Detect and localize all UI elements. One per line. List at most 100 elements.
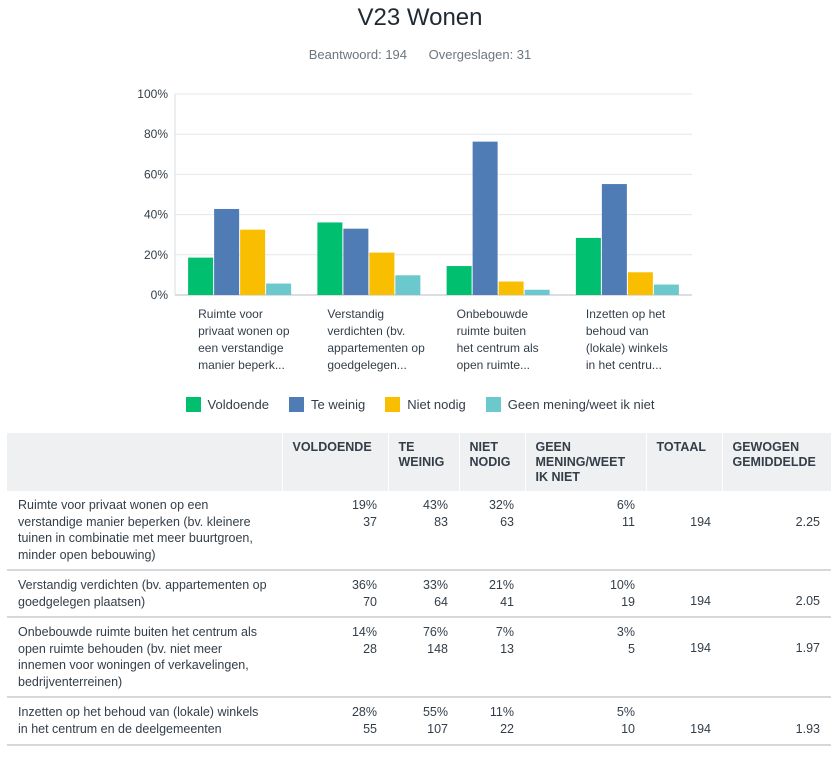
y-tick-label: 100%: [137, 87, 168, 101]
row-cell: 28% 55: [282, 697, 388, 746]
table-header-row: VOLDOENDE TE WEINIG NIET NODIG GEEN MENI…: [7, 433, 831, 491]
legend-item: Te weinig: [289, 397, 365, 412]
row-total: 194: [646, 570, 722, 618]
x-tick-label-line: (lokale) winkels: [585, 341, 668, 355]
cell-count: 64: [434, 594, 448, 609]
bar-chart: 0% 20% 40% 60% 80% 100%: [137, 87, 692, 302]
legend-label: Geen mening/weet ik niet: [507, 397, 655, 412]
cell-count: 107: [427, 721, 448, 736]
cell-count: 148: [427, 641, 448, 656]
cell-count: 70: [363, 594, 377, 609]
cell-count: 83: [434, 514, 448, 529]
row-weighted-average: 2.05: [722, 570, 831, 618]
bar-1-2: [317, 222, 343, 295]
row-total: 194: [646, 617, 722, 698]
cell-count: 19: [621, 594, 635, 609]
bar-4-3: [524, 289, 550, 295]
y-tick-label: 0%: [151, 288, 169, 302]
x-tick-label-line: in het centru...: [585, 358, 662, 372]
header-question: [7, 433, 283, 491]
skipped-count: Overgeslagen: 31: [428, 47, 532, 62]
bar-2-2: [343, 228, 369, 295]
y-tick-label: 20%: [144, 248, 168, 262]
cell-percent: 19%: [351, 498, 377, 512]
chart-legend: Voldoende Te weinig Niet nodig Geen mening/…: [0, 397, 840, 412]
cell-percent: 33%: [422, 578, 448, 592]
legend-item: Niet nodig: [385, 397, 466, 412]
bar-3-2: [369, 252, 395, 295]
row-cell: 14% 28: [282, 617, 388, 698]
x-tick-label-line: appartementen op: [327, 341, 425, 355]
x-tick-label: Verstandig verdichten (bv. appartementen o…: [327, 306, 437, 374]
legend-label: Voldoende: [207, 397, 269, 412]
row-cell: 5% 10: [525, 697, 646, 746]
cell-count: 55: [363, 721, 377, 736]
cell-count: 41: [500, 594, 514, 609]
bar-2-3: [472, 141, 498, 295]
response-summary: Beantwoord: 194 Overgeslagen: 31: [0, 47, 840, 62]
x-tick-label-line: goedgelegen...: [327, 358, 407, 372]
legend-item: Geen mening/weet ik niet: [485, 397, 655, 412]
x-tick-label-line: manier beperk...: [198, 358, 285, 372]
cell-count: 63: [500, 514, 514, 529]
x-tick-label: Onbebouwde ruimte buiten het centrum als op…: [457, 306, 567, 374]
header-geen-mening: GEEN MENING/WEET IK NIET: [525, 433, 647, 491]
x-tick-label-line: open ruimte...: [456, 358, 530, 372]
row-cell: 21% 41: [459, 570, 525, 618]
cell-count: 10: [621, 721, 635, 736]
bar-4-2: [395, 275, 421, 295]
x-tick-label: Inzetten op het behoud van (lokale) winkel…: [586, 306, 696, 374]
cell-count: 28: [363, 641, 377, 656]
cell-percent: 76%: [422, 625, 448, 639]
x-tick-label-line: Ruimte voor: [198, 307, 263, 321]
x-tick-label-line: een verstandige: [198, 341, 284, 355]
row-cell: 36% 70: [282, 570, 388, 618]
bar-1-1: [188, 257, 214, 295]
y-tick-label: 80%: [144, 127, 168, 141]
bar-1-4: [575, 237, 601, 295]
row-question: Onbebouwde ruimte buiten het centrum als…: [7, 617, 282, 698]
y-tick-label: 40%: [144, 208, 168, 222]
bar-2-1: [214, 208, 240, 295]
header-niet-nodig: NIET NODIG: [459, 433, 526, 491]
cell-percent: 10%: [609, 578, 635, 592]
row-weighted-average: 1.93: [722, 697, 831, 746]
table-row: Onbebouwde ruimte buiten het centrum als…: [7, 617, 831, 698]
row-cell: 10% 19: [525, 570, 646, 618]
header-te-weinig: TE WEINIG: [388, 433, 460, 491]
row-cell: 32% 63: [459, 491, 525, 571]
row-cell: 43% 83: [388, 491, 459, 571]
cell-count: 11: [622, 514, 635, 529]
legend-swatch: [385, 397, 401, 412]
cell-count: 22: [500, 721, 514, 736]
bar-1-3: [446, 266, 472, 295]
header-totaal: TOTAAL: [646, 433, 723, 491]
cell-percent: 32%: [488, 498, 514, 512]
x-tick-label-line: ruimte buiten: [456, 324, 526, 338]
legend-swatch: [185, 397, 201, 412]
bar-3-4: [627, 272, 653, 295]
x-tick-label-line: Verstandig: [327, 307, 385, 321]
x-tick-label-line: privaat wonen op: [198, 324, 290, 338]
x-tick-label-line: het centrum als: [456, 341, 539, 355]
cell-percent: 28%: [351, 705, 377, 719]
bar-2-4: [601, 184, 627, 295]
x-tick-label-line: Inzetten op het: [585, 307, 666, 321]
x-tick-label-line: Onbebouwde: [456, 307, 529, 321]
cell-percent: 6%: [616, 498, 635, 512]
cell-percent: 3%: [616, 625, 635, 639]
x-tick-label-line: verdichten (bv.: [327, 324, 406, 338]
row-cell: 55% 107: [388, 697, 459, 746]
results-table: VOLDOENDE TE WEINIG NIET NODIG GEEN MENI…: [7, 433, 831, 746]
table-row: Ruimte voor privaat wonen op een verstan…: [7, 491, 831, 571]
legend-swatch: [289, 397, 304, 412]
row-cell: 76% 148: [388, 617, 459, 698]
row-weighted-average: 2.25: [722, 491, 831, 571]
legend-swatch: [485, 397, 501, 412]
row-total: 194: [646, 491, 722, 571]
y-tick-label: 60%: [144, 167, 168, 181]
row-cell: 7% 13: [459, 617, 525, 698]
cell-percent: 36%: [351, 578, 377, 592]
header-gewogen-gemiddelde: GEWOGEN GEMIDDELDE: [722, 433, 831, 491]
row-cell: 3% 5: [525, 617, 646, 698]
